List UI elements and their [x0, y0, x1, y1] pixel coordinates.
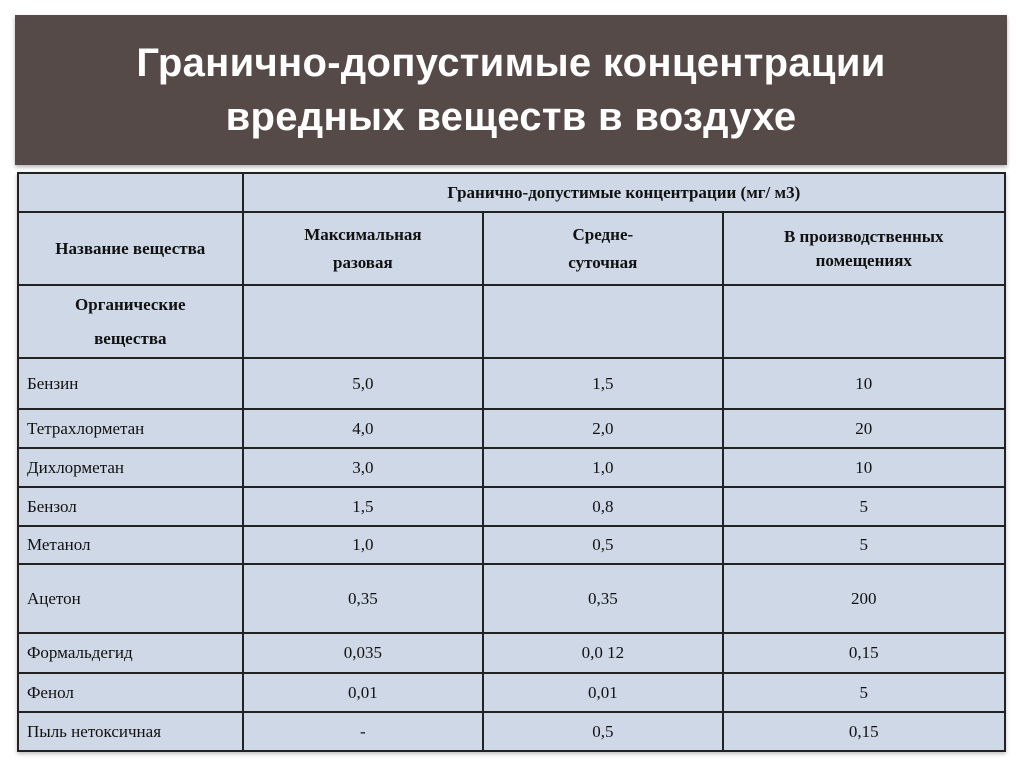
name-header: Название вещества	[17, 211, 244, 286]
max-single-value: 0,01	[241, 672, 485, 713]
max-single-value: 1,0	[241, 525, 485, 565]
substance-name: Метанол	[17, 525, 244, 565]
table-row: Ацетон 0,35 0,35 200	[17, 563, 1006, 634]
column-header-row: Название вещества Максимальная разовая Ср…	[17, 211, 1006, 286]
workplace-value: 10	[721, 357, 1006, 410]
max-single-value: 1,5	[241, 486, 485, 527]
max-header: Максимальная разовая	[241, 211, 485, 286]
substance-name: Тетрахлорметан	[17, 408, 244, 449]
substance-name: Бензин	[17, 357, 244, 410]
group-header-row: Гранично-допустимые концентрации (мг/ м3…	[17, 172, 1007, 213]
workplace-value: 5	[721, 486, 1006, 527]
table-row: Формальдегид 0,035 0,0 12 0,15	[17, 632, 1006, 674]
daily-avg-value: 1,5	[482, 357, 724, 410]
substance-name: Бензол	[17, 486, 244, 527]
table-row: Тетрахлорметан 4,0 2,0 20	[17, 408, 1006, 449]
title-line-1: Гранично-допустимые концентрации	[136, 41, 886, 85]
table-row: Бензол 1,5 0,8 5	[17, 486, 1006, 527]
daily-avg-value: 0,01	[482, 672, 724, 713]
daily-avg-value: 0,35	[482, 563, 724, 634]
daily-avg-value: 0,5	[482, 525, 724, 565]
workplace-value: 0,15	[721, 711, 1006, 752]
substance-name: Ацетон	[17, 563, 244, 634]
work-header: В производственных помещениях	[721, 211, 1006, 286]
substance-name: Дихлорметан	[17, 447, 244, 488]
table-row: Пыль нетоксичная -0,5 0,15	[17, 711, 1006, 752]
title-line-2: вредных веществ в воздухе	[225, 95, 797, 139]
max-single-value: -	[241, 711, 485, 752]
table-row: Бензин 5,0 1,5 10	[17, 357, 1006, 410]
workplace-value: 20	[721, 408, 1006, 449]
workplace-value: 10	[721, 447, 1006, 488]
daily-avg-value: 1,0	[482, 447, 724, 488]
workplace-value: 200	[721, 563, 1006, 634]
slide-title: Гранично-допустимые концентрации вредных…	[15, 15, 1007, 165]
substance-name: Фенол	[17, 672, 244, 713]
group-header: Гранично-допустимые концентрации (мг/ м3…	[241, 172, 1007, 213]
workplace-value: 5	[721, 672, 1006, 713]
daily-avg-value: 2,0	[482, 408, 724, 449]
section-row: Органические вещества	[17, 284, 1006, 359]
daily-avg-value: 0,0 12	[482, 632, 724, 674]
empty-corner-cell	[17, 172, 244, 213]
table-row: Дихлорметан 3,0 1,0 10	[17, 447, 1006, 488]
table-row: Фенол 0,01 0,01 5	[17, 672, 1006, 713]
section-label: Органические вещества	[17, 284, 244, 359]
avg-header: Средне-суточная	[482, 211, 724, 286]
max-single-value: 0,35	[241, 563, 485, 634]
max-single-value: 4,0	[241, 408, 485, 449]
table-row: Метанол 1,0 0,5 5	[17, 525, 1006, 565]
daily-avg-value: 0,5	[482, 711, 724, 752]
daily-avg-value: 0,8	[482, 486, 724, 527]
concentration-table: Гранично-допустимые концентрации (мг/ м3…	[17, 172, 1007, 752]
max-single-value: 3,0	[241, 447, 485, 488]
max-single-value: 5,0	[241, 357, 485, 410]
max-single-value: 0,035	[241, 632, 485, 674]
workplace-value: 5	[721, 525, 1006, 565]
workplace-value: 0,15	[721, 632, 1006, 674]
substance-name: Пыль нетоксичная	[17, 711, 244, 752]
substance-name: Формальдегид	[17, 632, 244, 674]
